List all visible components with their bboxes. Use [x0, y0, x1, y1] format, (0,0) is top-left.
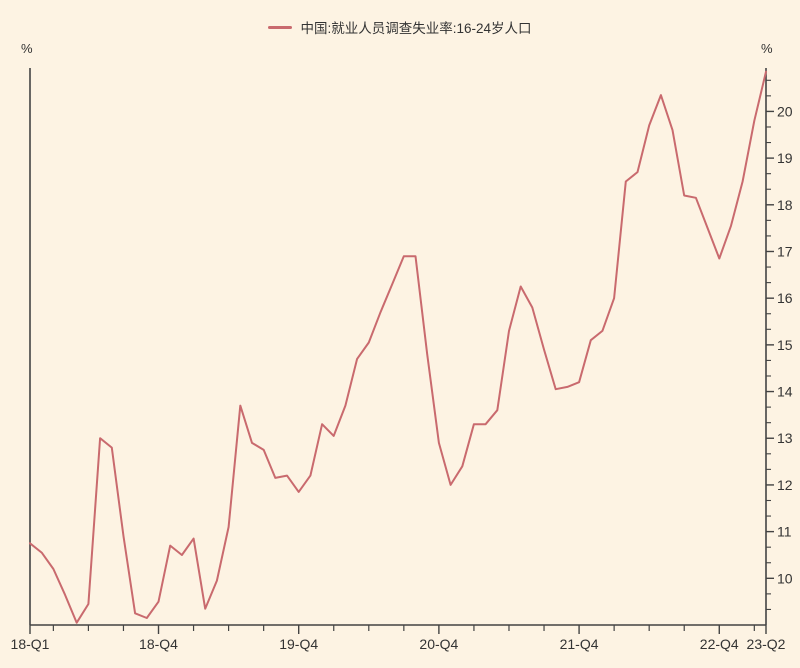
x-axis-tick-label: 20-Q4 [419, 636, 458, 652]
x-axis-tick-label: 23-Q2 [747, 636, 786, 652]
x-axis-tick-label: 19-Q4 [279, 636, 318, 652]
y-axis-tick-label: 17 [777, 243, 793, 259]
x-axis-tick-label: 18-Q1 [11, 636, 50, 652]
unemployment-rate-line [29, 70, 767, 624]
y-axis-tick-label: 10 [777, 570, 793, 586]
y-axis-unit-left: % [21, 41, 33, 56]
y-axis-tick-label: 13 [777, 430, 793, 446]
y-axis-tick-label: 16 [777, 290, 793, 306]
x-axis-tick-label: 21-Q4 [560, 636, 599, 652]
y-axis-tick-label: 12 [777, 477, 793, 493]
y-axis-tick-label: 11 [777, 524, 792, 540]
legend-label: 中国:就业人员调查失业率:16-24岁人口 [300, 21, 532, 36]
legend[interactable]: 中国:就业人员调查失业率:16-24岁人口 [0, 17, 800, 37]
y-axis-tick-label: 18 [777, 197, 793, 213]
y-axis-tick-label: 19 [777, 150, 793, 166]
y-axis-tick-label: 20 [777, 103, 793, 119]
y-axis-unit-right: % [761, 41, 773, 56]
y-axis-tick-label: 14 [777, 384, 793, 400]
legend-line-swatch [268, 25, 293, 29]
x-axis-tick-label: 22-Q4 [700, 636, 739, 652]
x-axis-tick-label: 18-Q4 [139, 636, 178, 652]
y-axis-tick-label: 15 [777, 337, 793, 353]
